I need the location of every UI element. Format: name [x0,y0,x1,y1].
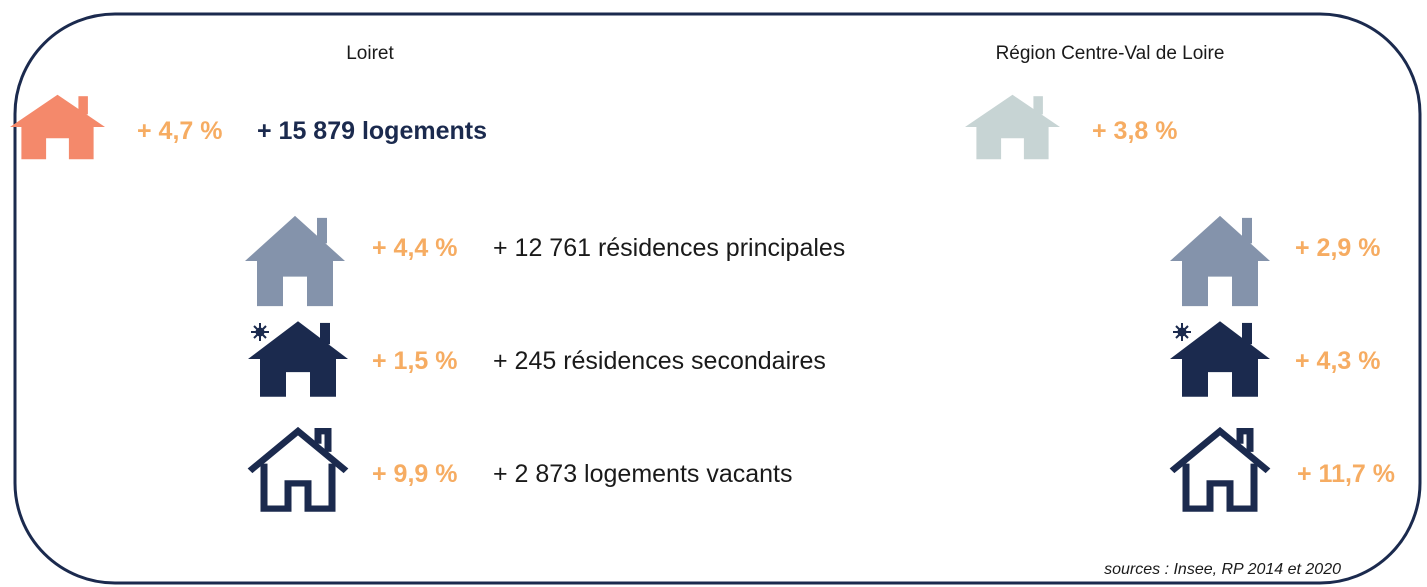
row-label: + 2 873 logements vacants [493,460,793,488]
total-label: + 15 879 logements [257,117,487,145]
frame [13,12,1422,585]
house-icon [965,94,1060,160]
row-label: + 245 résidences secondaires [493,347,826,375]
row-region-pct: + 11,7 % [1297,460,1395,488]
row-pct: + 9,9 % [372,460,457,488]
house-icon [10,94,106,160]
sun-icon [1172,322,1192,342]
row-region-pct: + 4,3 % [1295,347,1380,375]
row-region-pct: + 2,9 % [1295,234,1380,262]
row-label: + 12 761 résidences principales [493,234,845,262]
total-pct: + 4,7 % [137,117,222,145]
header-right: Région Centre-Val de Loire [996,43,1225,64]
total-region-pct: + 3,8 % [1092,117,1177,145]
source: sources : Insee, RP 2014 et 2020 [1104,561,1341,578]
row-pct: + 1,5 % [372,347,457,375]
house-icon [245,215,345,307]
house-icon [1172,431,1268,508]
header-left: Loiret [346,43,394,64]
row-pct: + 4,4 % [372,234,457,262]
house-icon [250,431,346,508]
sun-icon [250,322,270,342]
house-icon [1170,215,1270,307]
